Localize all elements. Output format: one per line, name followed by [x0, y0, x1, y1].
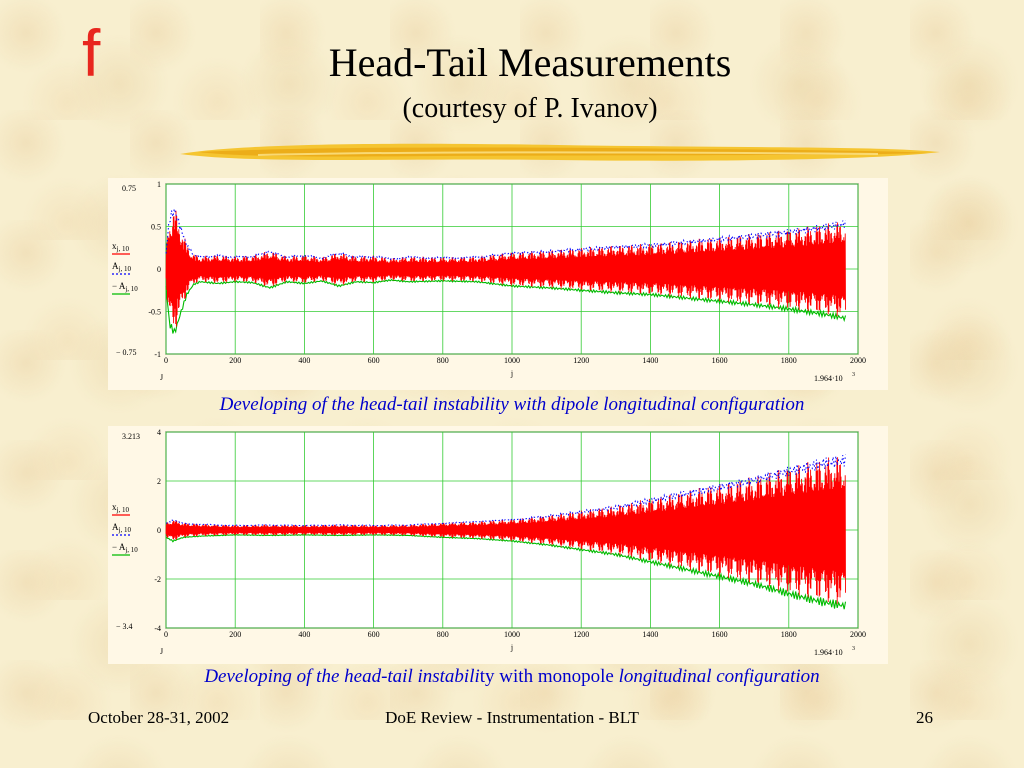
x-range-right-label: 1.964·10	[814, 374, 843, 383]
series-signal	[165, 210, 846, 327]
y-tick-label: 0	[157, 265, 161, 274]
legend-base: − A	[112, 542, 126, 552]
series-lower-envelope	[165, 278, 847, 334]
footer-center: DoE Review - Instrumentation - BLT	[385, 708, 639, 727]
top-bound-label: 3.213	[122, 432, 140, 441]
f-logo-icon: f	[82, 18, 101, 88]
x-tick-label: 200	[229, 630, 241, 639]
legend-base: x	[112, 241, 117, 251]
x-range-left-label: J	[160, 647, 163, 656]
x-tick-label: 0	[164, 356, 168, 365]
x-tick-label: 600	[368, 630, 380, 639]
x-axis-label: j	[510, 369, 513, 378]
x-tick-label: 2000	[850, 630, 866, 639]
x-tick-label: 800	[437, 630, 449, 639]
y-tick-label: 1	[157, 180, 161, 189]
chart-panel-dipole: 0 200 400 600 800 1000 1200 1400 1600 1800 2000 -1 -…	[108, 178, 888, 390]
legend-base: − A	[112, 281, 126, 291]
series-lower-envelope	[165, 534, 847, 610]
legend-subscript: j, 10	[118, 265, 132, 273]
caption-dipole-text: Developing of the head-tail instability …	[219, 394, 805, 415]
footer-date: October 28-31, 2002	[88, 708, 230, 727]
chart-dipole: 0 200 400 600 800 1000 1200 1400 1600 1800 2000 -1 -…	[112, 180, 866, 383]
x-tick-label: 800	[437, 356, 449, 365]
brush-stroke-divider	[180, 143, 940, 161]
y-tick-label: -4	[154, 624, 161, 633]
legend-subscript: j, 10	[118, 526, 132, 534]
caption-monopole-italic-2: longitudinal configuration	[618, 666, 820, 687]
x-tick-label: 1800	[781, 356, 797, 365]
x-tick-label: 1000	[504, 630, 520, 639]
x-tick-label: 600	[368, 356, 380, 365]
legend-label: xj, 10	[112, 502, 129, 514]
legend-label: Aj, 10	[112, 522, 131, 534]
x-range-right-exponent: 3	[852, 372, 855, 378]
x-tick-label: 1600	[712, 356, 728, 365]
y-tick-label: 4	[157, 428, 161, 437]
x-tick-label: 2000	[850, 356, 866, 365]
legend-subscript: j, 10	[124, 546, 138, 554]
legend-label: − Aj, 10	[112, 281, 138, 293]
y-tick-label: 0.5	[151, 223, 161, 232]
y-tick-label: -0.5	[148, 308, 161, 317]
x-tick-label: 200	[229, 356, 241, 365]
x-tick-label: 400	[298, 630, 310, 639]
x-tick-label: 1600	[712, 630, 728, 639]
x-tick-label: 0	[164, 630, 168, 639]
caption-dipole: Developing of the head-tail instability …	[0, 394, 1024, 416]
series-upper-envelope	[165, 454, 846, 527]
bottom-bound-label: − 3.4	[116, 622, 133, 631]
y-tick-label: 0	[157, 526, 161, 535]
legend-label: − Aj, 10	[112, 542, 138, 554]
legend-label: Aj, 10	[112, 261, 131, 273]
x-range-right-exponent: 3	[852, 646, 855, 652]
legend-base: x	[112, 502, 117, 512]
y-tick-label: 2	[157, 477, 161, 486]
x-tick-label: 1200	[573, 356, 589, 365]
caption-monopole-normal: ty with monopole	[479, 666, 619, 687]
caption-monopole-italic-1: Developing of the head-tail instabili	[204, 666, 480, 687]
x-tick-label: 1000	[504, 356, 520, 365]
legend-base: A	[112, 261, 119, 271]
legend-subscript: j, 10	[116, 245, 130, 253]
x-tick-label: 1800	[781, 630, 797, 639]
series-signal	[165, 457, 846, 604]
x-tick-label: 1400	[642, 630, 658, 639]
slide-title: Head-Tail Measurements	[328, 40, 732, 85]
legend-subscript: j, 10	[124, 285, 138, 293]
chart-monopole: 0 200 400 600 800 1000 1200 1400 1600 1800 2000 -4 -…	[112, 428, 866, 657]
bottom-bound-label: − 0.75	[116, 348, 137, 357]
chart-panel-monopole: 0 200 400 600 800 1000 1200 1400 1600 1800 2000 -4 -…	[108, 426, 888, 664]
top-bound-label: 0.75	[122, 184, 136, 193]
page-number: 26	[916, 708, 933, 727]
x-tick-label: 400	[298, 356, 310, 365]
legend-label: xj, 10	[112, 241, 129, 253]
x-tick-label: 1400	[642, 356, 658, 365]
y-tick-label: -1	[154, 350, 161, 359]
y-tick-label: -2	[154, 575, 161, 584]
legend-subscript: j, 10	[116, 506, 130, 514]
legend-base: A	[112, 522, 119, 532]
svg-text:f: f	[82, 18, 101, 88]
slide-subtitle: (courtesy of P. Ivanov)	[402, 93, 658, 124]
caption-monopole: Developing of the head-tail instability …	[0, 666, 1024, 688]
x-range-left-label: J	[160, 373, 163, 382]
x-tick-label: 1200	[573, 630, 589, 639]
x-axis-label: j	[510, 643, 513, 652]
x-range-right-label: 1.964·10	[814, 648, 843, 657]
